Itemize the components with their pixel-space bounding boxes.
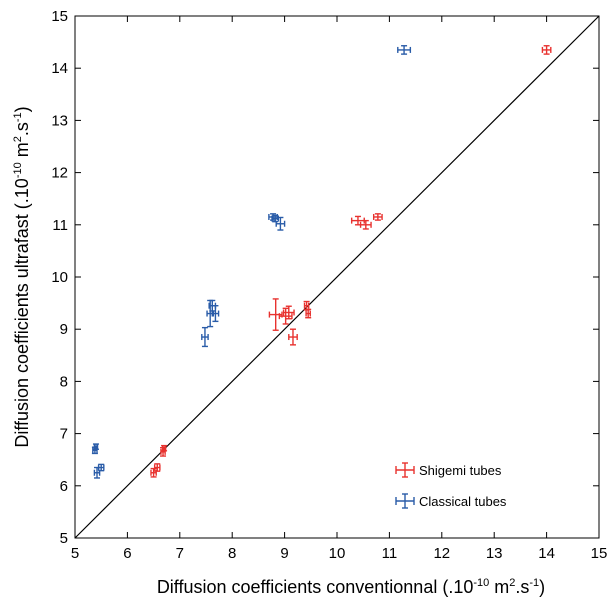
shigemi-point: [278, 307, 293, 325]
y-tick-label: 6: [60, 478, 68, 495]
shigemi-point: [268, 298, 283, 331]
classical-point: [397, 45, 412, 55]
shigemi-point: [305, 308, 312, 319]
classical-point: [201, 326, 209, 348]
classical-point: [271, 214, 280, 223]
x-tick-label: 8: [228, 545, 236, 562]
y-tick-label: 13: [51, 112, 68, 129]
y-tick-label: 8: [60, 373, 68, 390]
y-tick-label: 9: [60, 321, 68, 338]
y-tick-label: 12: [51, 165, 68, 182]
x-tick-label: 12: [433, 545, 450, 562]
legend-marker-shigemi: [395, 462, 415, 478]
shigemi-point: [150, 467, 157, 478]
x-tick-label: 10: [329, 545, 346, 562]
legend-label-classical: Classical tubes: [419, 494, 507, 509]
x-tick-label: 6: [123, 545, 131, 562]
x-tick-label: 14: [538, 545, 555, 562]
shigemi-point: [303, 300, 310, 311]
y-tick-label: 15: [51, 8, 68, 25]
x-tick-label: 11: [382, 545, 398, 562]
legend-label-shigemi: Shigemi tubes: [419, 463, 502, 478]
x-tick-label: 5: [71, 545, 79, 562]
shigemi-point: [350, 215, 365, 226]
shigemi-point: [288, 328, 298, 346]
x-axis-title: Diffusion coefficients conventionnal (.1…: [157, 577, 545, 597]
shigemi-point: [153, 463, 161, 472]
y-tick-label: 5: [60, 530, 68, 547]
classical-point: [92, 443, 99, 450]
x-tick-label: 7: [176, 545, 184, 562]
x-tick-label: 13: [486, 545, 503, 562]
classical-point: [97, 463, 105, 472]
shigemi-point: [282, 305, 295, 320]
shigemi-point: [372, 213, 383, 221]
identity-line: [74, 15, 600, 539]
classical-point: [211, 305, 220, 323]
shigemi-point: [541, 45, 552, 55]
legend-marker-classical: [395, 493, 415, 509]
classical-point: [275, 216, 286, 231]
y-tick-label: 11: [52, 217, 68, 234]
shigemi-point: [161, 444, 168, 452]
y-tick-label: 7: [60, 426, 68, 443]
x-tick-label: 15: [591, 545, 608, 562]
y-tick-label: 10: [51, 269, 68, 286]
y-axis-title: Diffusion coefficients ultrafast (.10-10…: [12, 106, 32, 447]
x-tick-label: 9: [280, 545, 288, 562]
y-tick-label: 14: [51, 60, 68, 77]
shigemi-point: [359, 219, 372, 230]
